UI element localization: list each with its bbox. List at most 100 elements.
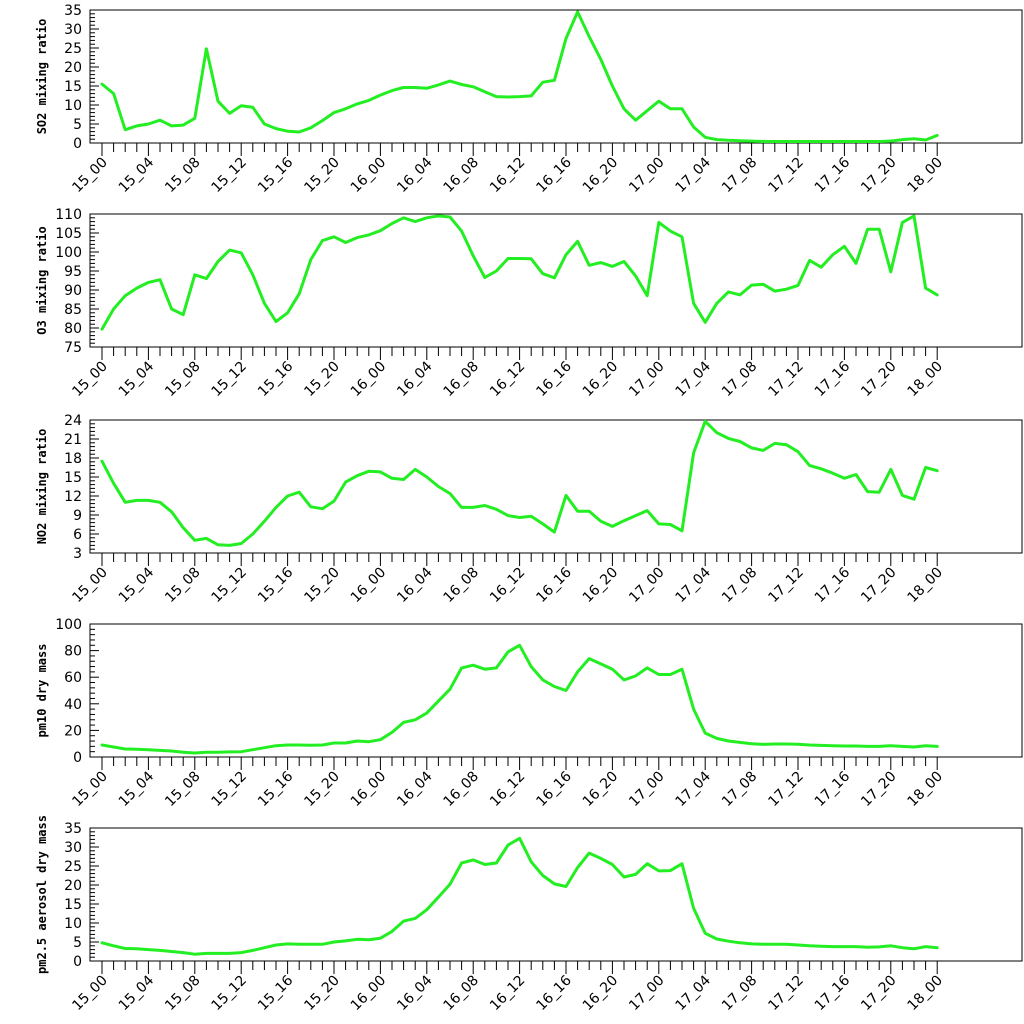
x-tick-label: 16_16 bbox=[533, 564, 575, 606]
y-tick-label: 24 bbox=[64, 413, 82, 429]
y-axis-label: pm2.5 aerosol dry mass bbox=[35, 815, 49, 974]
y-tick-label: 20 bbox=[64, 723, 82, 739]
y-tick-label: 0 bbox=[73, 136, 82, 152]
y-tick-label: 6 bbox=[73, 527, 82, 543]
x-tick-label: 17_12 bbox=[765, 155, 806, 196]
plot-frame bbox=[89, 9, 1023, 144]
y-axis-label: SO2 mixing ratio bbox=[35, 19, 49, 135]
x-tick-label: 15_08 bbox=[162, 359, 203, 400]
x-tick-label: 18_00 bbox=[905, 769, 946, 810]
y-tick-label: 95 bbox=[64, 264, 82, 280]
x-tick-label: 15_20 bbox=[301, 973, 342, 1014]
x-tick-label: 18_00 bbox=[905, 359, 946, 400]
chart-panel-3: 0 20 40 60 80 100 pm10 dry mass 15_00 15_04 15_08… bbox=[35, 617, 1023, 810]
y-tick-label: 15 bbox=[64, 79, 82, 95]
x-tick-label: 17_04 bbox=[673, 972, 715, 1014]
x-tick-label: 16_16 bbox=[533, 358, 575, 400]
x-tick-label: 15_12 bbox=[209, 155, 250, 196]
x-tick-label: 15_20 bbox=[301, 769, 342, 810]
x-tick-label: 17_20 bbox=[858, 973, 899, 1014]
x-tick-label: 15_04 bbox=[116, 564, 158, 606]
x-tick-label: 17_00 bbox=[626, 155, 667, 196]
x-tick-label: 16_20 bbox=[580, 973, 621, 1014]
y-tick-label: 0 bbox=[73, 954, 82, 970]
y-tick-label: 10 bbox=[64, 916, 82, 932]
x-tick-label: 15_00 bbox=[69, 565, 110, 606]
x-tick-label: 16_04 bbox=[394, 358, 436, 400]
x-tick-label: 17_12 bbox=[765, 769, 806, 810]
x-tick-label: 15_20 bbox=[301, 359, 342, 400]
x-tick-label: 16_12 bbox=[487, 565, 528, 606]
x-tick-label: 17_00 bbox=[626, 359, 667, 400]
x-tick-label: 17_04 bbox=[673, 154, 715, 196]
x-tick-label: 16_20 bbox=[580, 565, 621, 606]
y-tick-label: 25 bbox=[64, 859, 82, 875]
x-tick-label: 16_20 bbox=[580, 769, 621, 810]
x-tick-label: 18_00 bbox=[905, 973, 946, 1014]
y-tick-label: 20 bbox=[64, 878, 82, 894]
x-tick-label: 16_08 bbox=[441, 155, 482, 196]
x-tick-label: 17_12 bbox=[765, 973, 806, 1014]
x-tick-label: 15_08 bbox=[162, 973, 203, 1014]
x-tick-label: 17_08 bbox=[719, 155, 760, 196]
y-axis-label: pm10 dry mass bbox=[35, 644, 49, 738]
x-tick-label: 15_12 bbox=[209, 973, 250, 1014]
y-tick-label: 60 bbox=[64, 670, 82, 686]
x-tick-label: 16_12 bbox=[487, 359, 528, 400]
x-tick-label: 15_04 bbox=[116, 358, 158, 400]
x-tick-label: 15_04 bbox=[116, 972, 158, 1014]
x-tick-label: 17_08 bbox=[719, 565, 760, 606]
series-line bbox=[100, 214, 939, 331]
y-tick-label: 5 bbox=[73, 117, 82, 133]
x-tick-label: 16_04 bbox=[394, 768, 436, 810]
y-tick-label: 35 bbox=[64, 3, 82, 19]
x-tick-label: 16_16 bbox=[533, 154, 575, 196]
x-tick-label: 15_08 bbox=[162, 769, 203, 810]
x-tick-label: 16_00 bbox=[348, 359, 389, 400]
y-tick-label: 40 bbox=[64, 697, 82, 713]
x-tick-label: 16_12 bbox=[487, 973, 528, 1014]
y-tick-label: 21 bbox=[64, 432, 82, 448]
x-tick-label: 16_20 bbox=[580, 359, 621, 400]
y-tick-label: 25 bbox=[64, 41, 82, 57]
x-tick-label: 15_12 bbox=[209, 359, 250, 400]
x-tick-label: 17_04 bbox=[673, 564, 715, 606]
x-tick-label: 17_08 bbox=[719, 359, 760, 400]
x-tick-label: 15_16 bbox=[255, 972, 297, 1014]
y-tick-label: 30 bbox=[64, 840, 82, 856]
x-tick-label: 15_04 bbox=[116, 154, 158, 196]
x-tick-label: 16_04 bbox=[394, 972, 436, 1014]
x-tick-label: 16_20 bbox=[580, 155, 621, 196]
x-tick-label: 15_16 bbox=[255, 564, 297, 606]
y-tick-label: 110 bbox=[55, 207, 82, 223]
x-tick-label: 15_12 bbox=[209, 769, 250, 810]
x-tick-label: 17_12 bbox=[765, 359, 806, 400]
x-tick-label: 16_12 bbox=[487, 769, 528, 810]
x-tick-label: 17_16 bbox=[812, 972, 854, 1014]
y-tick-label: 15 bbox=[64, 897, 82, 913]
x-tick-label: 17_20 bbox=[858, 565, 899, 606]
y-tick-label: 100 bbox=[55, 617, 82, 633]
x-tick-label: 15_12 bbox=[209, 565, 250, 606]
x-tick-label: 16_12 bbox=[487, 155, 528, 196]
x-tick-label: 15_00 bbox=[69, 973, 110, 1014]
x-tick-label: 17_20 bbox=[858, 769, 899, 810]
x-tick-label: 16_08 bbox=[441, 973, 482, 1014]
y-tick-label: 10 bbox=[64, 98, 82, 114]
chart-panel-4: 0 5 10 15 20 25 30 35 pm2.5 aerosol dry mass 15_0… bbox=[35, 815, 1023, 1014]
x-tick-label: 17_16 bbox=[812, 154, 854, 196]
y-tick-label: 80 bbox=[64, 644, 82, 660]
plot-frame bbox=[89, 623, 1023, 758]
y-axis-label: NO2 mixing ratio bbox=[35, 429, 49, 545]
x-tick-label: 15_08 bbox=[162, 155, 203, 196]
y-tick-label: 85 bbox=[64, 302, 82, 318]
x-tick-label: 17_16 bbox=[812, 564, 854, 606]
x-tick-label: 15_00 bbox=[69, 155, 110, 196]
x-tick-label: 15_08 bbox=[162, 565, 203, 606]
x-tick-label: 16_00 bbox=[348, 769, 389, 810]
x-tick-label: 16_16 bbox=[533, 768, 575, 810]
